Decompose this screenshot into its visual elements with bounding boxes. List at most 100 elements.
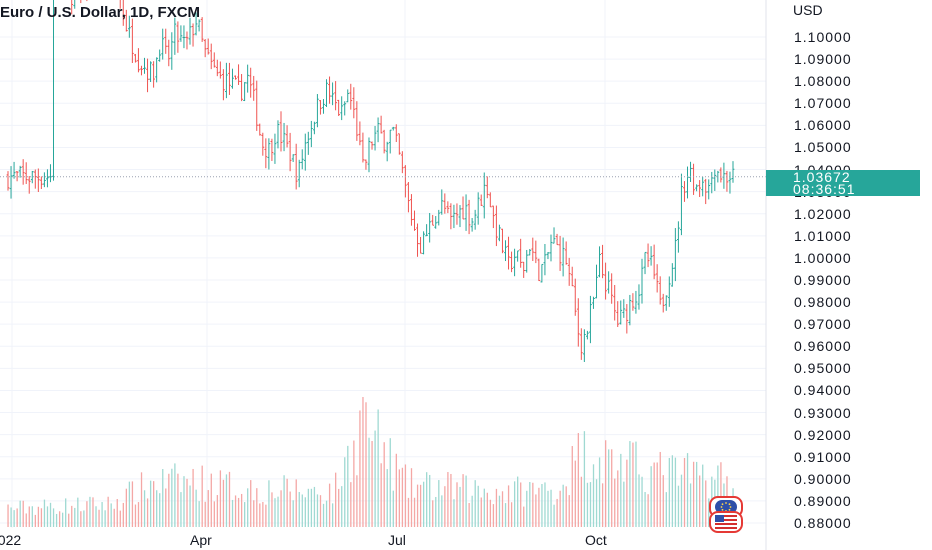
ohlc-bar	[695, 184, 698, 192]
ohlc-bar	[312, 121, 316, 135]
price-tick-label: 1.09000	[794, 51, 852, 68]
price-axis-currency[interactable]: USD	[793, 2, 823, 18]
volume-bar	[538, 487, 540, 527]
ohlc-bar	[243, 82, 247, 102]
ohlc-bar	[670, 263, 674, 287]
volume-bar	[614, 478, 616, 527]
ohlc-bar	[130, 18, 134, 63]
ohlc-bar	[170, 32, 174, 70]
volume-bar	[162, 469, 164, 527]
ohlc-bar	[519, 238, 523, 268]
volume-bar	[416, 484, 419, 527]
volume-bar	[40, 508, 43, 527]
ohlc-bar	[485, 176, 489, 199]
ohlc-bar	[476, 192, 480, 225]
volume-bar	[216, 495, 219, 527]
volume-bar	[46, 506, 49, 527]
ohlc-bar	[355, 101, 359, 141]
volume-bar	[507, 485, 510, 527]
volume-bar	[231, 499, 234, 527]
volume-bar	[344, 457, 346, 527]
ohlc-bar	[349, 83, 353, 110]
price-tick-label: 0.99000	[794, 272, 852, 288]
ohlc-bar	[631, 293, 635, 311]
ohlc-bar	[452, 204, 456, 229]
volume-bar	[122, 502, 124, 527]
ohlc-bar	[598, 246, 601, 278]
ohlc-bar	[413, 210, 416, 231]
volume-bar	[495, 488, 498, 527]
volume-bar	[313, 486, 316, 527]
volume-bar	[644, 492, 646, 527]
ohlc-bar	[24, 162, 28, 185]
ohlc-bar	[149, 61, 152, 83]
ohlc-bar	[461, 196, 465, 220]
volume-bar	[532, 482, 534, 527]
volume-bar	[89, 496, 91, 527]
volume-bar	[271, 492, 273, 527]
volume-bar	[146, 498, 149, 527]
ohlc-bar	[410, 194, 413, 226]
ohlc-bar	[425, 224, 429, 237]
volume-bar	[529, 482, 531, 527]
ohlc-bar	[394, 124, 398, 143]
ohlc-bar	[328, 76, 331, 104]
volume-bar	[292, 500, 294, 527]
volume-bar	[22, 500, 24, 527]
ohlc-bar	[607, 271, 611, 294]
time-tick-label: 2022	[0, 532, 22, 548]
volume-bar	[595, 479, 598, 527]
volume-bar	[225, 474, 228, 527]
ohlc-bar	[534, 240, 538, 264]
ohlc-bar	[49, 164, 52, 183]
us-flag-icon[interactable]	[709, 511, 743, 533]
volume-bar	[453, 499, 455, 527]
ohlc-bar	[397, 133, 401, 155]
volume-bar	[465, 475, 467, 527]
volume-bar	[650, 466, 652, 527]
volume-bar	[274, 498, 276, 527]
ohlc-bar	[673, 228, 677, 282]
ohlc-bar	[194, 12, 198, 36]
volume-bar	[247, 488, 249, 527]
price-tick-label: 0.90000	[794, 470, 852, 487]
ohlc-bar	[513, 248, 516, 277]
ohlc-bar	[479, 194, 483, 206]
volume-bar	[262, 501, 264, 527]
price-tick-label: 1.00000	[794, 249, 852, 266]
volume-bar	[325, 500, 328, 527]
ohlc-bar	[185, 31, 189, 50]
volume-bar	[677, 485, 680, 527]
ohlc-bar	[567, 257, 571, 286]
ohlc-bar	[86, 0, 88, 2]
ohlc-bar	[573, 278, 577, 316]
volume-bar	[149, 480, 152, 527]
volume-bar	[374, 430, 376, 527]
volume-bar	[183, 476, 185, 527]
volume-bar	[604, 440, 607, 527]
volume-bar	[310, 488, 313, 527]
ohlc-bar	[488, 192, 492, 208]
ohlc-bar	[228, 62, 231, 95]
volume-bar	[95, 506, 97, 527]
volume-bar	[335, 472, 337, 527]
ohlc-bar	[221, 69, 225, 101]
volume-bar	[286, 478, 288, 527]
volume-bar	[462, 474, 464, 527]
volume-bar	[674, 457, 677, 527]
ohlc-bar	[491, 205, 495, 229]
ohlc-bar	[467, 199, 471, 235]
volume-bar	[562, 484, 564, 527]
ohlc-bar	[140, 65, 143, 76]
ohlc-bar	[30, 170, 34, 184]
volume-bar	[404, 464, 407, 527]
ohlc-bar	[655, 264, 659, 293]
ohlc-bar	[437, 209, 441, 226]
ohlc-bar	[212, 52, 216, 68]
volume-bar	[25, 513, 27, 527]
volume-bar	[444, 486, 446, 527]
ohlc-bar	[309, 120, 313, 148]
ohlc-bar	[416, 223, 419, 257]
ohlc-bar	[343, 101, 347, 116]
